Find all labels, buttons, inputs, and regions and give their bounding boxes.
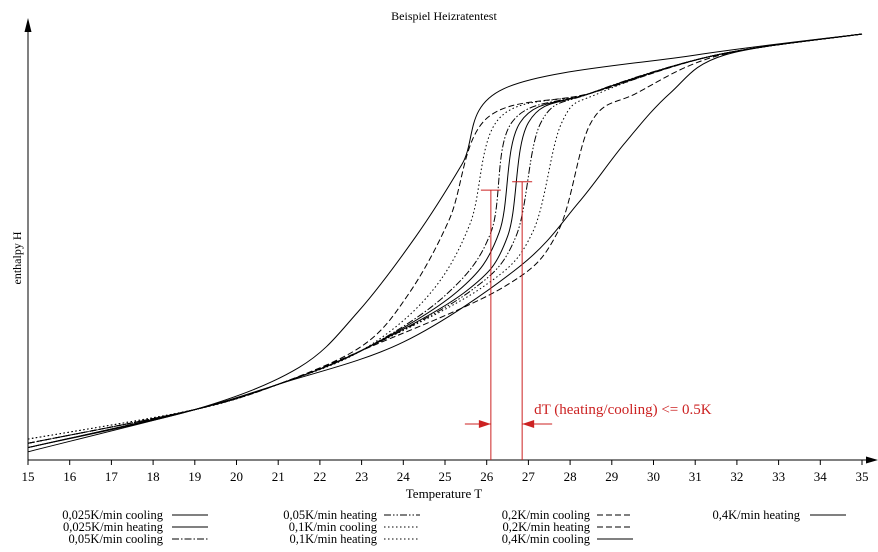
series-lines — [27, 33, 863, 453]
x-tick-label: 28 — [564, 469, 577, 484]
x-tick-label: 31 — [689, 469, 702, 484]
legend-label: 0,1K/min cooling — [289, 520, 378, 534]
x-tick-label: 32 — [730, 469, 743, 484]
annotation-label: dT (heating/cooling) <= 0.5K — [534, 402, 712, 418]
legend-label: 0,2K/min heating — [503, 520, 591, 534]
x-tick-label: 17 — [105, 469, 119, 484]
x-tick-label: 27 — [522, 469, 536, 484]
x-tick-label: 30 — [647, 469, 660, 484]
legend-label: 0,1K/min heating — [290, 532, 378, 546]
x-axis-label: Temperature T — [406, 486, 483, 501]
x-ticks: 15 16 17 18 19 20 21 22 23 24 25 26 27 28 29 30 31 32 33 34… — [22, 460, 869, 484]
x-tick-label: 19 — [188, 469, 201, 484]
x-tick-label: 18 — [147, 469, 160, 484]
x-tick-label: 34 — [814, 469, 828, 484]
legend-label: 0,05K/min cooling — [69, 532, 164, 546]
y-axis-label: enthalpy H — [10, 231, 24, 284]
series-line — [27, 33, 863, 444]
x-tick-label: 26 — [480, 469, 494, 484]
x-tick-label: 35 — [856, 469, 869, 484]
legend-label: 0,2K/min cooling — [502, 508, 591, 522]
chart-title: Beispiel Heizratentest — [391, 9, 497, 23]
arrow-left-icon — [522, 420, 535, 428]
series-line — [27, 33, 863, 444]
legend-label: 0,05K/min heating — [283, 508, 377, 522]
legend-label: 0,025K/min heating — [63, 520, 164, 534]
x-axis-arrow-icon — [866, 456, 878, 464]
series-line — [27, 33, 863, 449]
y-axis-arrow-icon — [24, 18, 32, 32]
axes — [24, 18, 878, 464]
x-tick-label: 15 — [22, 469, 35, 484]
series-line — [27, 33, 863, 440]
series-line — [27, 33, 863, 444]
arrow-right-icon — [478, 420, 491, 428]
x-tick-label: 22 — [313, 469, 326, 484]
x-tick-label: 21 — [272, 469, 285, 484]
series-line — [27, 33, 863, 444]
x-tick-label: 23 — [355, 469, 368, 484]
x-tick-label: 33 — [772, 469, 785, 484]
legend-label: 0,4K/min cooling — [502, 532, 591, 546]
x-tick-label: 24 — [397, 469, 411, 484]
x-tick-label: 25 — [439, 469, 452, 484]
legend-label: 0,025K/min cooling — [62, 508, 163, 522]
annotation: dT (heating/cooling) <= 0.5K — [464, 181, 712, 460]
series-line — [27, 33, 863, 449]
legend-label: 0,4K/min heating — [713, 508, 801, 522]
x-tick-label: 16 — [63, 469, 77, 484]
x-tick-label: 20 — [230, 469, 243, 484]
x-tick-label: 29 — [605, 469, 618, 484]
series-line — [27, 33, 863, 453]
series-line — [27, 33, 863, 440]
series-line — [27, 33, 863, 449]
